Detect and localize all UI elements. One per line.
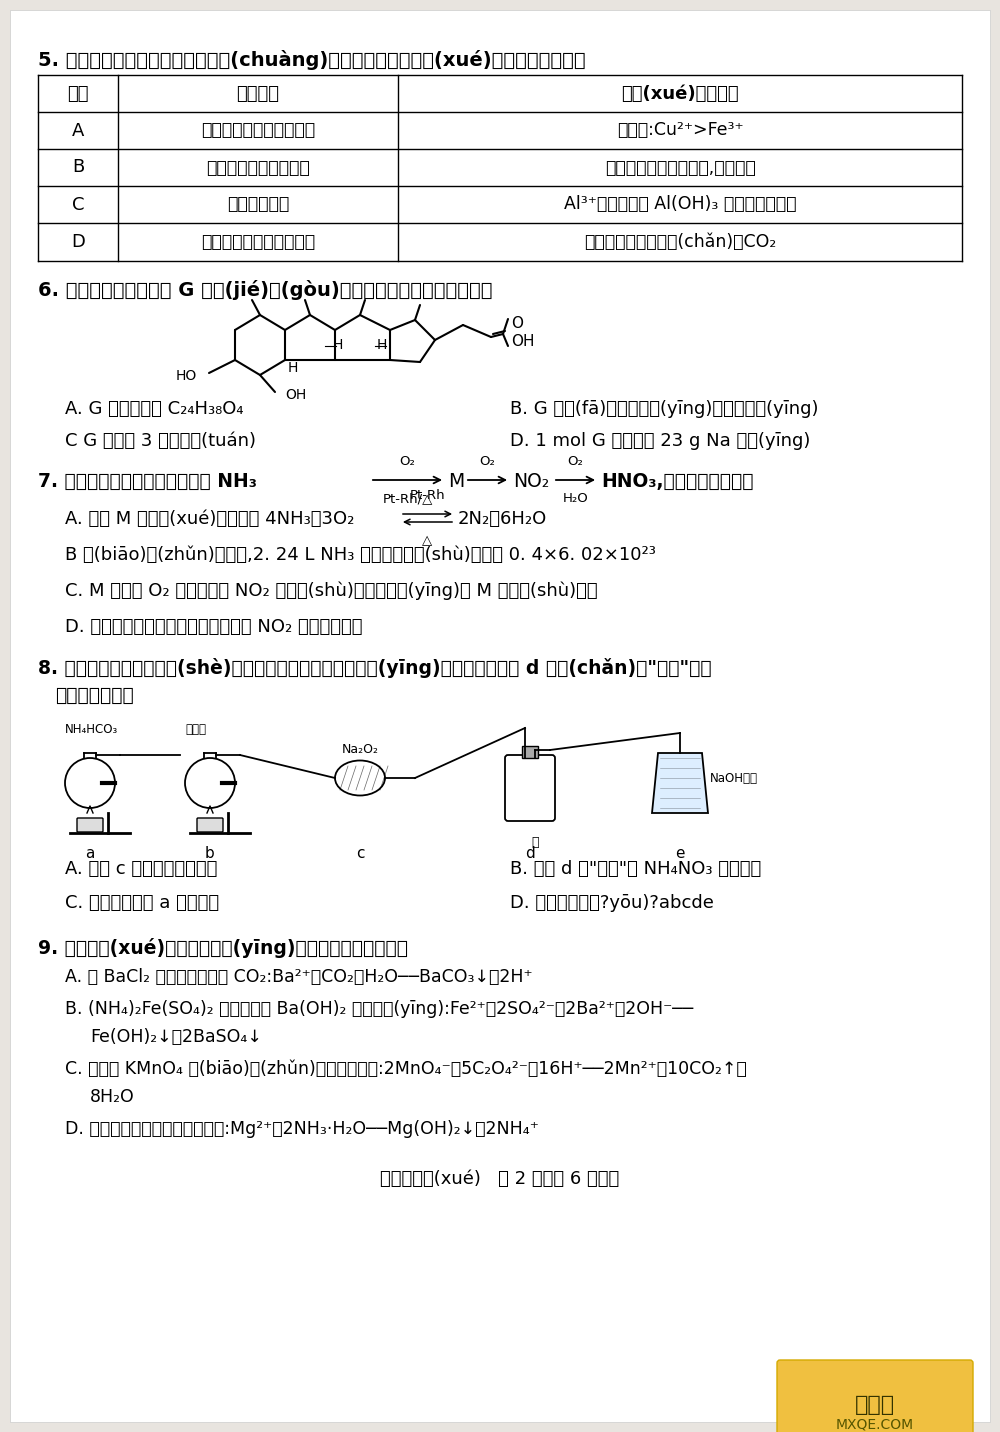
Text: e: e (675, 846, 685, 861)
Text: NaOH溶液: NaOH溶液 (710, 772, 758, 785)
Text: 2N₂＋6H₂O: 2N₂＋6H₂O (458, 510, 547, 528)
Text: H: H (377, 338, 387, 352)
Text: Al³⁺水解生成的 Al(OH)₃ 膠體具有吸附性: Al³⁺水解生成的 Al(OH)₃ 膠體具有吸附性 (564, 196, 796, 213)
Text: H₂O: H₂O (563, 493, 588, 505)
Text: D. 向硫酸鎂溶液中滴入少量氨水:Mg²⁺＋2NH₃·H₂O──Mg(OH)₂↓＋2NH₄⁺: D. 向硫酸鎂溶液中滴入少量氨水:Mg²⁺＋2NH₃·H₂O──Mg(OH)₂↓… (65, 1120, 539, 1138)
Text: B. 裝置 d 中"白煙"為 NH₄NO₃ 固體顆粒: B. 裝置 d 中"白煙"為 NH₄NO₃ 固體顆粒 (510, 861, 761, 878)
Text: Pt-Rh/△: Pt-Rh/△ (382, 493, 433, 505)
Text: 氧化性:Cu²⁺>Fe³⁺: 氧化性:Cu²⁺>Fe³⁺ (617, 122, 743, 139)
Text: 7. 氨催化氧化法制硝酸的過程為 NH₃: 7. 氨催化氧化法制硝酸的過程為 NH₃ (38, 473, 257, 491)
Text: 5. 人們的幸福生活是靠辛勤勞動創(chuàng)造出來的。下列化學(xué)知識解讀錯誤的是: 5. 人們的幸福生活是靠辛勤勞動創(chuàng)造出來的。下列化學(xué)知… (38, 50, 586, 70)
Text: 選項: 選項 (67, 84, 89, 103)
Text: A. 制備 M 的化學(xué)方程式為 4NH₃＋3O₂: A. 制備 M 的化學(xué)方程式為 4NH₃＋3O₂ (65, 510, 354, 528)
Text: 催化劑: 催化劑 (185, 723, 206, 736)
Text: OH: OH (285, 388, 306, 402)
Text: B. (NH₄)₂Fe(SO₄)₂ 溶液與過量 Ba(OH)₂ 溶液反應(yīng):Fe²⁺＋2SO₄²⁻＋2Ba²⁺＋2OH⁻──: B. (NH₄)₂Fe(SO₄)₂ 溶液與過量 Ba(OH)₂ 溶液反應(yīn… (65, 1000, 693, 1018)
Text: C. M 與足量 O₂ 混合生成的 NO₂ 分子數(shù)與參加反應(yīng)的 M 分子數(shù)相等: C. M 與足量 O₂ 混合生成的 NO₂ 分子數(shù)與參加反應(yīng… (65, 581, 598, 600)
Text: NO₂: NO₂ (513, 473, 549, 491)
Text: Na₂O₂: Na₂O₂ (342, 743, 378, 756)
FancyBboxPatch shape (522, 746, 538, 758)
Text: 勞動項目: 勞動項目 (237, 84, 280, 103)
Text: 使用碳酸氫鈉烘焙制面包: 使用碳酸氫鈉烘焙制面包 (201, 233, 315, 251)
Text: C G 中含有 3 種官能團(tuán): C G 中含有 3 種官能團(tuán) (65, 432, 256, 450)
FancyBboxPatch shape (777, 1360, 973, 1432)
Text: B: B (72, 159, 84, 176)
Text: c: c (356, 846, 364, 861)
Text: D. 1 mol G 最多能與 23 g Na 反應(yīng): D. 1 mol G 最多能與 23 g Na 反應(yīng) (510, 432, 810, 450)
Text: 9. 下列化學(xué)實驗涉及反應(yīng)的離子方程式正確的是: 9. 下列化學(xué)實驗涉及反應(yīng)的離子方程式正確的是 (38, 938, 408, 958)
Text: HNO₃,下列敘述正確的是: HNO₃,下列敘述正確的是 (601, 473, 754, 491)
Text: 用氯化鐵溶液刻蝕電路板: 用氯化鐵溶液刻蝕電路板 (201, 122, 315, 139)
Text: D. 在吸收塔中充入空氣的目的是提高 NO₂ 的原子利用率: D. 在吸收塔中充入空氣的目的是提高 NO₂ 的原子利用率 (65, 619, 362, 636)
Text: D. 裝置連接順序?yōu)?abcde: D. 裝置連接順序?yōu)?abcde (510, 894, 714, 912)
Text: 化學(xué)知識解讀: 化學(xué)知識解讀 (621, 84, 739, 103)
Text: Fe(OH)₂↓＋2BaSO₄↓: Fe(OH)₂↓＋2BaSO₄↓ (90, 1028, 262, 1045)
Text: A. 裝置 c 的作用是提純氨氣: A. 裝置 c 的作用是提純氨氣 (65, 861, 217, 878)
Text: 水: 水 (531, 836, 539, 849)
Text: 6. 某藥物中的活性成分 G 的結(jié)構(gòu)如圖所示。下列敘述正確的是: 6. 某藥物中的活性成分 G 的結(jié)構(gòu)如圖所示。下列敘述正確的… (38, 281, 492, 299)
Text: NH₄HCO₃: NH₄HCO₃ (65, 723, 118, 736)
FancyBboxPatch shape (505, 755, 555, 821)
Text: 碳酸氫鈉受熱分解產(chǎn)生CO₂: 碳酸氫鈉受熱分解產(chǎn)生CO₂ (584, 233, 776, 251)
Polygon shape (652, 753, 708, 813)
Text: C: C (72, 196, 84, 213)
FancyBboxPatch shape (197, 818, 223, 832)
Text: d: d (525, 846, 535, 861)
Text: 答案圈: 答案圈 (855, 1395, 895, 1415)
FancyBboxPatch shape (77, 818, 103, 832)
Text: 使用明礬凈水: 使用明礬凈水 (227, 196, 289, 213)
Text: A. G 的分子式為 C₂₄H₃₈O₄: A. G 的分子式為 C₂₄H₃₈O₄ (65, 400, 244, 418)
Text: C. 實驗中先點燃 a 處酒精燈: C. 實驗中先點燃 a 處酒精燈 (65, 894, 219, 912)
Text: 【高三化學(xué)   第 2 頁（共 6 頁）】: 【高三化學(xué) 第 2 頁（共 6 頁）】 (380, 1170, 620, 1189)
Text: OH: OH (511, 335, 534, 349)
Text: Pt-Rh: Pt-Rh (410, 488, 445, 503)
Text: MXQE.COM: MXQE.COM (836, 1418, 914, 1432)
Text: HO: HO (176, 369, 197, 382)
Text: H: H (288, 361, 298, 375)
Text: O₂: O₂ (568, 455, 583, 468)
Text: O: O (511, 316, 523, 331)
Text: A. 向 BaCl₂ 溶液中通入少量 CO₂:Ba²⁺＋CO₂＋H₂O──BaCO₃↓＋2H⁺: A. 向 BaCl₂ 溶液中通入少量 CO₂:Ba²⁺＋CO₂＋H₂O──BaC… (65, 968, 533, 987)
Text: 8H₂O: 8H₂O (90, 1088, 135, 1106)
Text: D: D (71, 233, 85, 251)
Text: C. 用酸性 KMnO₄ 標(biāo)準(zhǔn)溶液滴定草酸:2MnO₄⁻＋5C₂O₄²⁻＋16H⁺──2Mn²⁺＋10CO₂↑＋: C. 用酸性 KMnO₄ 標(biāo)準(zhǔn)溶液滴定草酸:2MnO₄⁻… (65, 1060, 747, 1078)
Text: △: △ (422, 534, 433, 547)
Text: 8. 某小組選擇下列裝置設(shè)計實驗探究氨氣與氧氣的反應(yīng)。實驗中觀察到 d 中產(chǎn)生"白煙"。下: 8. 某小組選擇下列裝置設(shè)計實驗探究氨氣與氧氣的反應(yīng)。實驗… (38, 657, 712, 677)
Text: H: H (333, 338, 343, 352)
FancyBboxPatch shape (10, 10, 990, 1422)
Text: 用生石灰改良酸性土壤: 用生石灰改良酸性土壤 (206, 159, 310, 176)
Text: B 標(biāo)準(zhǔn)狀況下,2. 24 L NH₃ 含孤電子對數(shù)目約為 0. 4×6. 02×10²³: B 標(biāo)準(zhǔn)狀況下,2. 24 L NH₃ 含孤電子對數(s… (65, 546, 656, 564)
Text: 列敘述正確的是: 列敘述正確的是 (55, 686, 134, 705)
Text: M: M (448, 473, 464, 491)
Text: B. G 能發(fā)生取代反應(yīng)和氧化反應(yīng): B. G 能發(fā)生取代反應(yīng)和氧化反應(yīng) (510, 400, 818, 418)
Text: O₂: O₂ (480, 455, 495, 468)
Text: a: a (85, 846, 95, 861)
Text: b: b (205, 846, 215, 861)
Text: A: A (72, 122, 84, 139)
Text: 生石灰遇水生成熟石灰,可中和酸: 生石灰遇水生成熟石灰,可中和酸 (605, 159, 755, 176)
Text: O₂: O₂ (400, 455, 415, 468)
